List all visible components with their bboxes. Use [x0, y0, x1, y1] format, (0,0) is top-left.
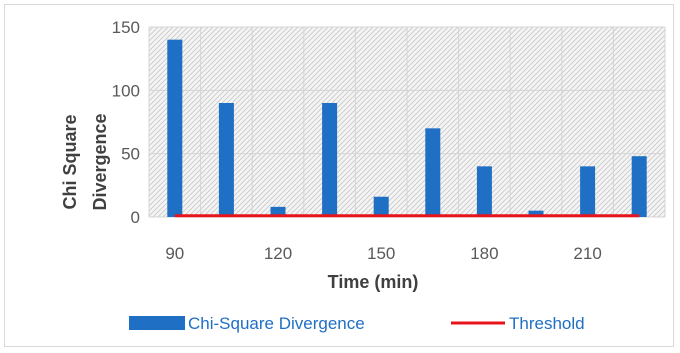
- bar: [167, 39, 183, 217]
- bar: [322, 103, 338, 217]
- legend-label-threshold: Threshold: [509, 314, 585, 333]
- y-axis-title-line-1: Chi Square: [60, 114, 80, 209]
- bar: [476, 166, 492, 217]
- y-axis-ticks: 0 50 100 150: [112, 18, 140, 227]
- x-tick-label: 180: [470, 244, 498, 263]
- y-axis-title: Chi Square Divergence: [60, 113, 110, 210]
- x-tick-label: 90: [165, 244, 184, 263]
- legend-label-bars: Chi-Square Divergence: [188, 314, 365, 333]
- chart-frame: 0 50 100 150 90 120 150 180 210 Time (min) Chi …: [4, 4, 674, 347]
- bar: [580, 166, 596, 217]
- y-tick-label: 100: [112, 81, 140, 100]
- bar: [218, 103, 234, 217]
- bar: [528, 210, 544, 217]
- bar-series: [167, 39, 647, 217]
- y-tick-label: 150: [112, 18, 140, 37]
- legend: Chi-Square Divergence Threshold: [129, 314, 585, 333]
- x-tick-label: 210: [573, 244, 601, 263]
- x-axis-title: Time (min): [328, 272, 419, 292]
- bar: [373, 196, 389, 217]
- bar: [270, 206, 286, 217]
- gridlines: [148, 26, 666, 218]
- bar: [425, 128, 441, 217]
- y-axis-title-line-2: Divergence: [90, 113, 110, 210]
- legend-swatch-bars: [129, 316, 185, 330]
- y-tick-label: 0: [131, 208, 140, 227]
- x-tick-label: 120: [264, 244, 292, 263]
- x-tick-label: 150: [367, 244, 395, 263]
- y-tick-label: 50: [121, 145, 140, 164]
- x-axis-ticks: 90 120 150 180 210: [165, 244, 601, 263]
- bar: [631, 156, 647, 217]
- chi-square-chart: 0 50 100 150 90 120 150 180 210 Time (min) Chi …: [60, 18, 666, 333]
